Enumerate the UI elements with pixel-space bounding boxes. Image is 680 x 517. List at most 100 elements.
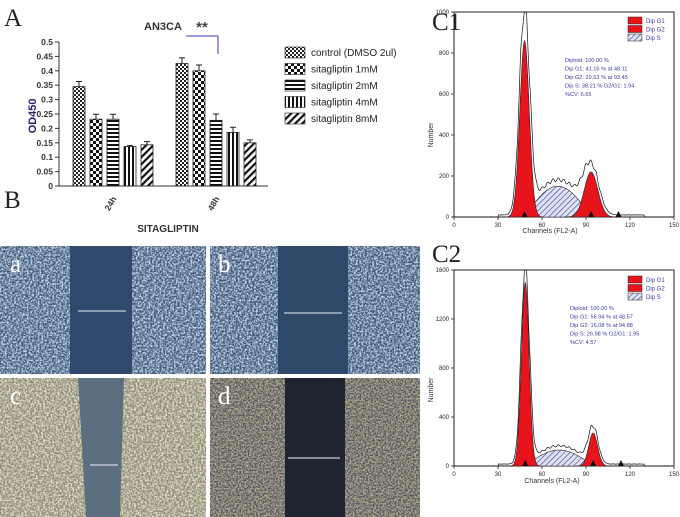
legend-swatch [627, 292, 643, 301]
error-bar [196, 64, 202, 71]
legend-swatch [284, 46, 306, 59]
x-tick-label: 90 [583, 223, 590, 229]
y-tick-label: 400 [439, 415, 450, 421]
error-bar [93, 113, 99, 120]
micrograph-b: b [210, 246, 420, 374]
peak-marker [615, 211, 622, 217]
bar-chart-panel: A AN3CA OD450 0 0.05 0.1 0.15 0.2 0.25 0.3 0.35… [4, 5, 397, 235]
error-bar [127, 145, 133, 147]
stats-line: Dip S: 26.98 % G2/G1: 1.95 [570, 332, 639, 338]
bar-48h-series-2 [209, 119, 223, 187]
bar-48h-series-3 [226, 132, 240, 187]
error-bar [213, 113, 219, 121]
bar-24h-series-1 [89, 118, 103, 187]
y-axis-label: OD450 [27, 99, 39, 134]
micrograph-c: c [0, 378, 206, 517]
y-tick-label: 1600 [436, 268, 450, 274]
error-bars [76, 57, 253, 147]
stats-line: Diploid: 100.00 % [570, 306, 614, 312]
x-tick-label: 0 [452, 223, 456, 229]
y-tick-label: 200 [439, 174, 450, 180]
legend: control (DMSO 2ul) sitagliptin 1mM sitagli… [284, 46, 397, 125]
legend-label: Dip G2 [646, 28, 665, 34]
data-envelope [454, 11, 674, 218]
y-tick-label: 0 [48, 181, 53, 191]
x-tick-label: 60 [539, 472, 546, 478]
stats-line: %CV: 6.65 [565, 92, 592, 98]
chart-title: AN3CA [144, 21, 182, 33]
stats-line: %CV: 4.57 [570, 340, 597, 346]
legend-label: Dip G1 [646, 19, 665, 25]
error-bar [110, 113, 116, 120]
x-tick-label: 120 [625, 472, 636, 478]
bar-48h-series-0 [175, 63, 189, 187]
legend-label: sitagliptin 4mM [311, 98, 378, 109]
micrograph-label-c: c [10, 383, 21, 410]
y-tick-label: 0.15 [36, 138, 53, 148]
bar-48h-series-1 [192, 70, 206, 187]
legend-label: Dip S [646, 295, 661, 301]
legend-label: Dip S [646, 36, 661, 42]
stats-line: Diploid: 100.00 % [565, 58, 609, 64]
s-phase-area [524, 449, 595, 467]
c1-y-axis-label: Number [428, 122, 435, 148]
legend-swatch [284, 112, 306, 125]
g2-peak [564, 171, 619, 218]
bar-24h-series-0 [72, 86, 86, 187]
bar-marks [72, 63, 257, 187]
micrograph-a: a [0, 246, 206, 374]
error-bar [76, 80, 82, 87]
x-tick-label: 150 [669, 223, 680, 229]
x-axis-label: SITAGLIPTIN [137, 224, 198, 235]
y-tick-label: 0.4 [41, 66, 53, 76]
y-tick-label: 1000 [436, 10, 450, 16]
data-envelope [454, 269, 674, 467]
y-tick-label: 800 [439, 366, 450, 372]
y-tick-label: 0 [446, 215, 450, 221]
y-tick-label: 600 [439, 92, 450, 98]
stats-line: Dip G1: 41.16 % at 48.11 [565, 67, 627, 73]
legend-swatch [284, 79, 306, 92]
peak-marker [521, 211, 528, 217]
g2-peak [575, 432, 611, 467]
c1-x-axis-label: Channels (FL2-A) [522, 228, 577, 235]
x-tick-label: 30 [495, 223, 502, 229]
micrograph-label-b: b [218, 251, 231, 278]
bar-24h-series-2 [106, 118, 120, 187]
micrograph-label-d: d [218, 383, 231, 410]
y-tick-label: 800 [439, 51, 450, 57]
y-tick-label: 0.3 [41, 95, 53, 105]
c2-x-axis-label: Channels (FL2-A) [524, 478, 579, 485]
legend-swatch [627, 25, 643, 33]
y-tick-label: 0.25 [36, 109, 53, 119]
error-bar [247, 139, 253, 143]
legend-label: sitagliptin 1mM [311, 65, 378, 76]
legend-label: Dip G2 [646, 287, 665, 293]
legend-swatch [627, 284, 643, 292]
y-tick-label: 0 [446, 464, 450, 470]
y-tick-label: 0.05 [36, 167, 53, 177]
stats-line: Dip G2: 20.63 % at 93.45 [565, 75, 628, 81]
x-tick-label: 0 [452, 472, 456, 478]
error-bar [144, 141, 150, 145]
micrograph-label-a: a [10, 251, 21, 278]
legend-swatch [284, 96, 306, 108]
legend-swatch [627, 275, 643, 284]
x-tick-label: 90 [583, 472, 590, 478]
y-tick-label: 0.1 [41, 152, 53, 162]
panel-label-a: A [4, 5, 22, 32]
legend-swatch [627, 33, 643, 42]
peak-marker [588, 211, 595, 217]
g1-peak [509, 282, 541, 467]
peak-marker [522, 460, 529, 466]
significance-bracket [186, 35, 219, 54]
y-tick-label: 0.45 [36, 51, 53, 61]
x-tick-label: 150 [669, 472, 680, 478]
y-tick-label: 400 [439, 133, 450, 139]
x-tick-label: 30 [495, 472, 502, 478]
c2-y-axis-label: Number [428, 377, 435, 403]
stats-line: Dip G2: 16.08 % at 94.88 [570, 323, 633, 329]
legend-label: sitagliptin 8mM [311, 114, 378, 125]
legend-label: sitagliptin 2mM [311, 81, 378, 92]
